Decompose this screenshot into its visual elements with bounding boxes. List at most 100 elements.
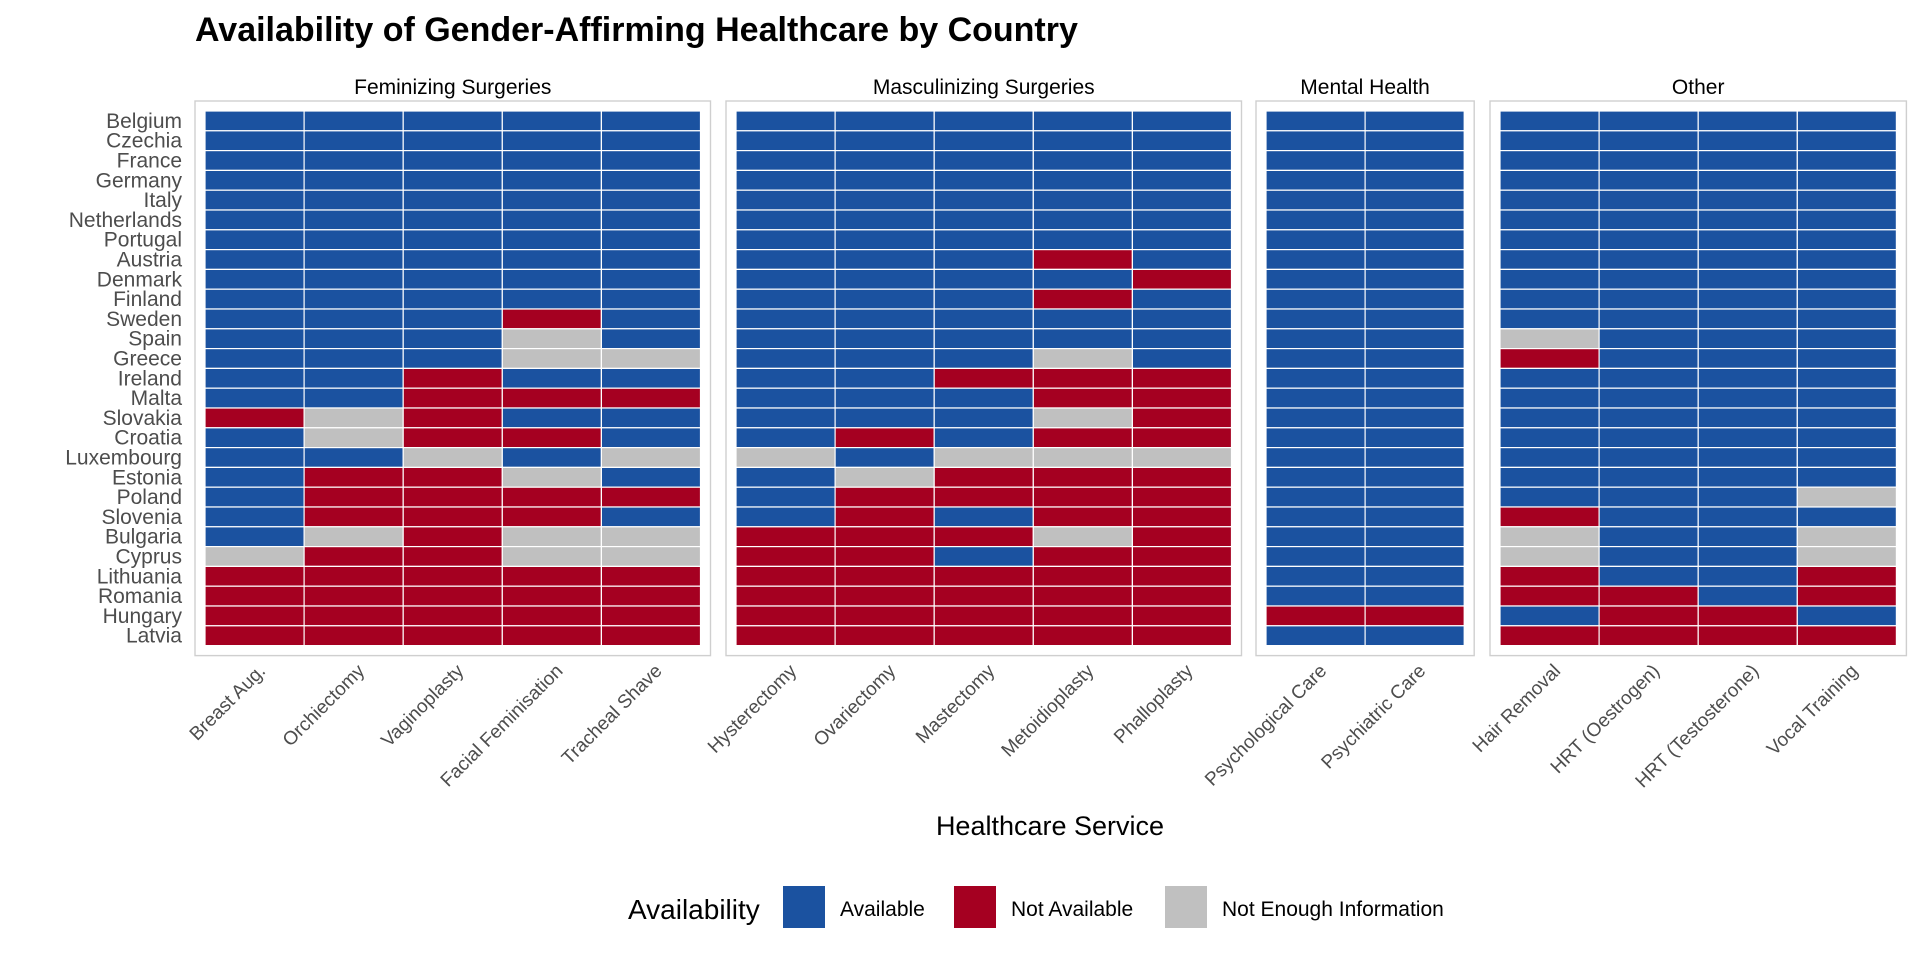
cell-latvia-ovariectomy bbox=[834, 625, 935, 647]
cell-slovenia-hrt-testosterone bbox=[1697, 506, 1798, 528]
cell-hungary-vaginoplasty bbox=[402, 605, 503, 627]
cell-poland-hysterectomy bbox=[735, 486, 836, 508]
panel-border bbox=[1255, 100, 1475, 657]
cell-denmark-psychiatric-care bbox=[1364, 268, 1465, 290]
cell-czechia-hair-removal bbox=[1499, 130, 1600, 152]
cell-hungary-hrt-testosterone bbox=[1697, 605, 1798, 627]
cell-poland-mastectomy bbox=[933, 486, 1034, 508]
cell-poland-breast-aug bbox=[204, 486, 305, 508]
cell-bulgaria-ovariectomy bbox=[834, 526, 935, 548]
facet-label: Masculinizing Surgeries bbox=[873, 76, 1095, 99]
cell-romania-breast-aug bbox=[204, 585, 305, 607]
cell-italy-ovariectomy bbox=[834, 189, 935, 211]
y-tick-label: France bbox=[117, 150, 182, 173]
cell-slovenia-orchiectomy bbox=[303, 506, 404, 528]
cell-slovakia-hysterectomy bbox=[735, 407, 836, 429]
x-tick-label: Breast Aug. bbox=[186, 661, 270, 745]
cell-estonia-facial-feminisation bbox=[501, 466, 602, 488]
cell-estonia-phalloplasty bbox=[1131, 466, 1233, 488]
cell-cyprus-vaginoplasty bbox=[402, 545, 503, 567]
cell-spain-vocal-training bbox=[1796, 328, 1898, 350]
cell-poland-ovariectomy bbox=[834, 486, 935, 508]
cell-finland-breast-aug bbox=[204, 288, 305, 310]
cell-luxembourg-vocal-training bbox=[1796, 447, 1898, 469]
cell-netherlands-phalloplasty bbox=[1131, 209, 1233, 231]
cell-italy-vaginoplasty bbox=[402, 189, 503, 211]
y-tick-label: Sweden bbox=[106, 308, 182, 331]
cell-cyprus-hrt-testosterone bbox=[1697, 545, 1798, 567]
cell-poland-hrt-testosterone bbox=[1697, 486, 1798, 508]
cell-lithuania-facial-feminisation bbox=[501, 565, 602, 587]
cell-germany-breast-aug bbox=[204, 169, 305, 191]
cell-estonia-hrt-testosterone bbox=[1697, 466, 1798, 488]
cell-cyprus-hrt-oestrogen bbox=[1598, 545, 1699, 567]
y-tick-label: Belgium bbox=[106, 110, 182, 133]
cell-czechia-ovariectomy bbox=[834, 130, 935, 152]
legend-label: Not Available bbox=[1011, 898, 1133, 921]
cell-slovenia-phalloplasty bbox=[1131, 506, 1233, 528]
cell-poland-vaginoplasty bbox=[402, 486, 503, 508]
cell-croatia-psychological-care bbox=[1265, 427, 1366, 449]
cell-finland-vaginoplasty bbox=[402, 288, 503, 310]
cell-lithuania-ovariectomy bbox=[834, 565, 935, 587]
cell-romania-metoidioplasty bbox=[1032, 585, 1134, 607]
cell-spain-psychological-care bbox=[1265, 328, 1366, 350]
cell-latvia-psychological-care bbox=[1265, 625, 1366, 647]
cell-portugal-phalloplasty bbox=[1131, 229, 1233, 251]
cell-czechia-psychological-care bbox=[1265, 130, 1366, 152]
cell-poland-hair-removal bbox=[1499, 486, 1600, 508]
cell-portugal-ovariectomy bbox=[834, 229, 935, 251]
cell-netherlands-vaginoplasty bbox=[402, 209, 503, 231]
panel-border bbox=[725, 100, 1243, 657]
y-tick-label: Luxembourg bbox=[65, 447, 182, 470]
cell-bulgaria-facial-feminisation bbox=[501, 526, 602, 548]
legend-swatch bbox=[1165, 886, 1207, 928]
y-tick-label: Poland bbox=[117, 486, 182, 509]
cell-sweden-vocal-training bbox=[1796, 308, 1898, 330]
cell-netherlands-psychological-care bbox=[1265, 209, 1366, 231]
cell-austria-hrt-oestrogen bbox=[1598, 249, 1699, 271]
cell-bulgaria-tracheal-shave bbox=[600, 526, 702, 548]
cell-spain-mastectomy bbox=[933, 328, 1034, 350]
cell-hungary-metoidioplasty bbox=[1032, 605, 1134, 627]
cell-denmark-vocal-training bbox=[1796, 268, 1898, 290]
cell-spain-vaginoplasty bbox=[402, 328, 503, 350]
cell-italy-orchiectomy bbox=[303, 189, 404, 211]
cell-cyprus-tracheal-shave bbox=[600, 545, 702, 567]
cell-portugal-orchiectomy bbox=[303, 229, 404, 251]
cell-bulgaria-hysterectomy bbox=[735, 526, 836, 548]
cell-malta-hair-removal bbox=[1499, 387, 1600, 409]
cell-denmark-phalloplasty bbox=[1131, 268, 1233, 290]
cell-hungary-psychiatric-care bbox=[1364, 605, 1465, 627]
legend-entry-not-available: Not Available bbox=[954, 886, 1133, 928]
cell-belgium-psychiatric-care bbox=[1364, 110, 1465, 132]
cell-lithuania-tracheal-shave bbox=[600, 565, 702, 587]
cell-belgium-breast-aug bbox=[204, 110, 305, 132]
cell-hungary-hrt-oestrogen bbox=[1598, 605, 1699, 627]
cell-austria-vaginoplasty bbox=[402, 249, 503, 271]
cell-slovakia-ovariectomy bbox=[834, 407, 935, 429]
y-tick-label: Portugal bbox=[104, 229, 182, 252]
cell-austria-mastectomy bbox=[933, 249, 1034, 271]
cell-ireland-breast-aug bbox=[204, 367, 305, 389]
cell-estonia-mastectomy bbox=[933, 466, 1034, 488]
cell-ireland-vaginoplasty bbox=[402, 367, 503, 389]
cell-latvia-orchiectomy bbox=[303, 625, 404, 647]
cell-greece-psychological-care bbox=[1265, 348, 1366, 370]
cell-greece-mastectomy bbox=[933, 348, 1034, 370]
cell-bulgaria-vocal-training bbox=[1796, 526, 1898, 548]
cell-ireland-facial-feminisation bbox=[501, 367, 602, 389]
cell-denmark-hrt-testosterone bbox=[1697, 268, 1798, 290]
cell-austria-psychological-care bbox=[1265, 249, 1366, 271]
cell-greece-tracheal-shave bbox=[600, 348, 702, 370]
cell-cyprus-metoidioplasty bbox=[1032, 545, 1134, 567]
cell-italy-vocal-training bbox=[1796, 189, 1898, 211]
x-tick-label: Vocal Training bbox=[1763, 661, 1862, 760]
cell-hungary-hair-removal bbox=[1499, 605, 1600, 627]
cell-netherlands-orchiectomy bbox=[303, 209, 404, 231]
cell-belgium-hair-removal bbox=[1499, 110, 1600, 132]
cell-latvia-psychiatric-care bbox=[1364, 625, 1465, 647]
cell-croatia-breast-aug bbox=[204, 427, 305, 449]
cell-slovakia-vocal-training bbox=[1796, 407, 1898, 429]
cell-belgium-ovariectomy bbox=[834, 110, 935, 132]
